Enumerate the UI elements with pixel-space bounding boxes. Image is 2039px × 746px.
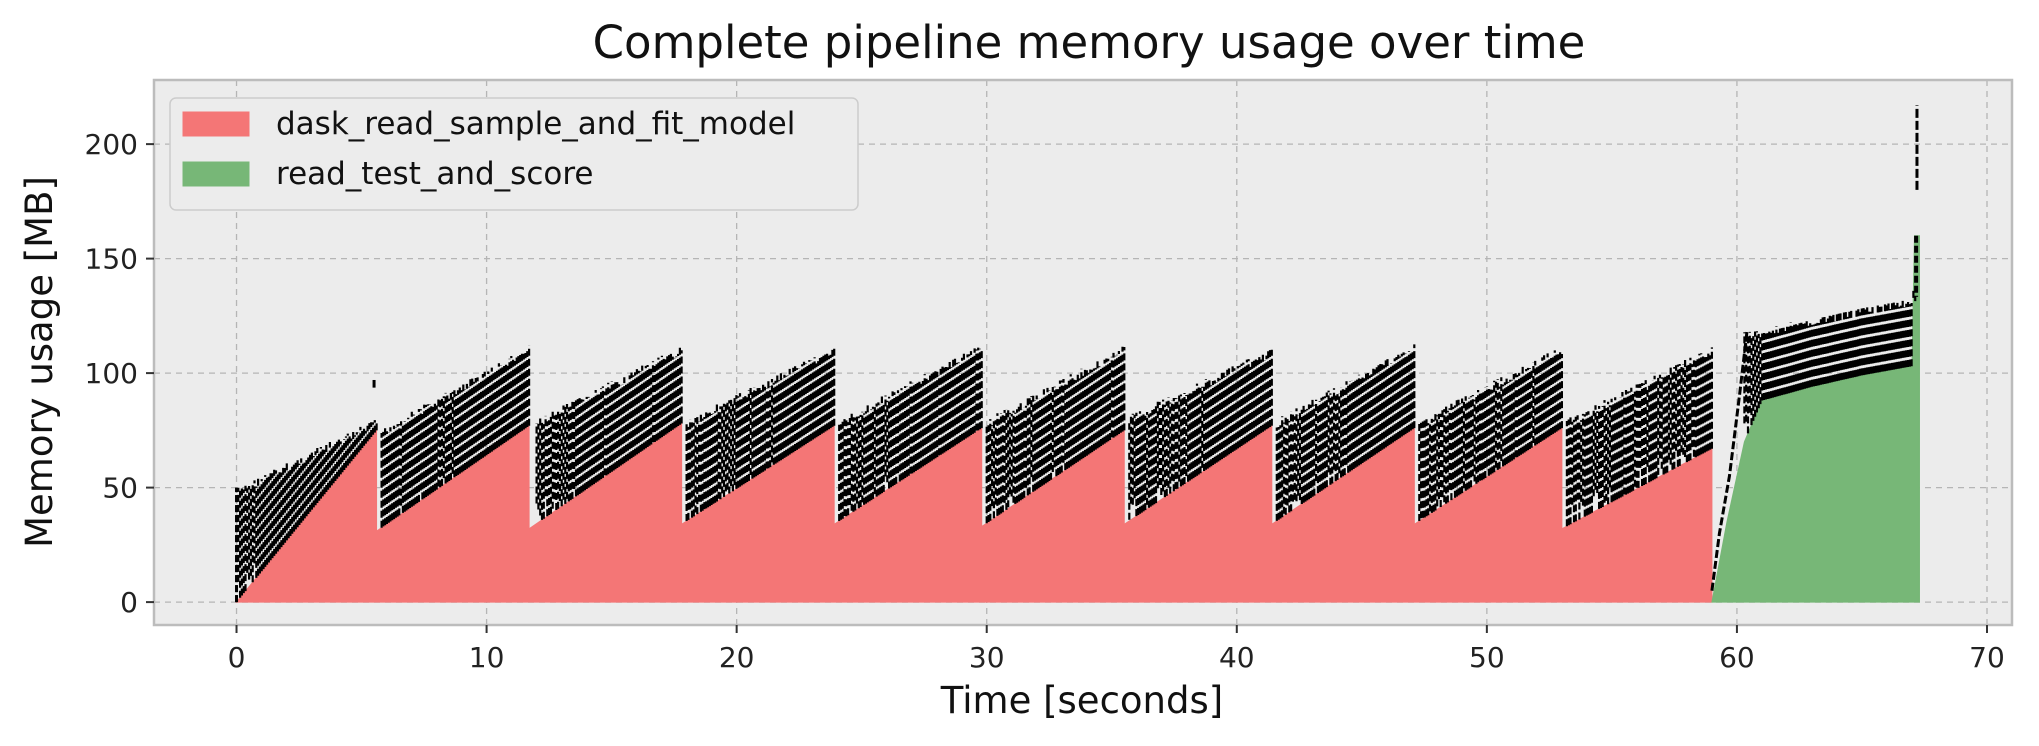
- peak-segment: [1418, 350, 1563, 521]
- legend-swatch: [182, 111, 250, 137]
- x-axis-title: Time [seconds]: [940, 679, 1223, 722]
- legend: dask_read_sample_and_fit_model read_test_…: [169, 97, 859, 211]
- x-tick-label: 40: [1219, 641, 1255, 674]
- peak-segment: [1128, 349, 1273, 520]
- y-tick-label: 0: [120, 586, 138, 619]
- y-tick-label: 200: [85, 128, 138, 161]
- area-dask-read-sample-and-fit-model: [235, 422, 1713, 603]
- peak-ramp: [1710, 331, 1749, 591]
- peak-segment: [985, 346, 1126, 524]
- peak-segment: [838, 347, 983, 521]
- x-tick-label: 50: [1469, 641, 1505, 674]
- legend-swatch: [182, 161, 250, 187]
- legend-box: [169, 97, 859, 211]
- peak-memory-lines: [235, 105, 1919, 603]
- x-tick-label: 60: [1719, 641, 1755, 674]
- chart-title: Complete pipeline memory usage over time: [593, 16, 1586, 69]
- legend-label: read_test_and_score: [276, 156, 593, 192]
- x-tick-label: 20: [719, 641, 755, 674]
- peak-segment: [1743, 235, 1919, 434]
- y-tick-label: 100: [85, 357, 138, 390]
- peak-segment: [685, 347, 836, 521]
- axis-ticks: 0 10 20 30 40 50 60 70 0 50 100 150 200: [85, 128, 2005, 674]
- y-tick-label: 150: [85, 243, 138, 276]
- y-tick-label: 50: [102, 472, 138, 505]
- legend-label: dask_read_sample_and_fit_model: [276, 106, 795, 142]
- x-tick-label: 70: [1969, 641, 2005, 674]
- plot-frame: [152, 78, 2014, 627]
- peak-segment: [1565, 347, 1713, 527]
- x-tick-label: 10: [469, 641, 505, 674]
- peak-segment: [1275, 344, 1416, 521]
- peak-segment: [380, 345, 531, 528]
- x-tick-label: 0: [228, 641, 246, 674]
- peak-segment: [535, 347, 683, 520]
- y-axis-title: Memory usage [MB]: [18, 176, 61, 548]
- area-series: [235, 235, 1920, 603]
- x-tick-label: 30: [969, 641, 1005, 674]
